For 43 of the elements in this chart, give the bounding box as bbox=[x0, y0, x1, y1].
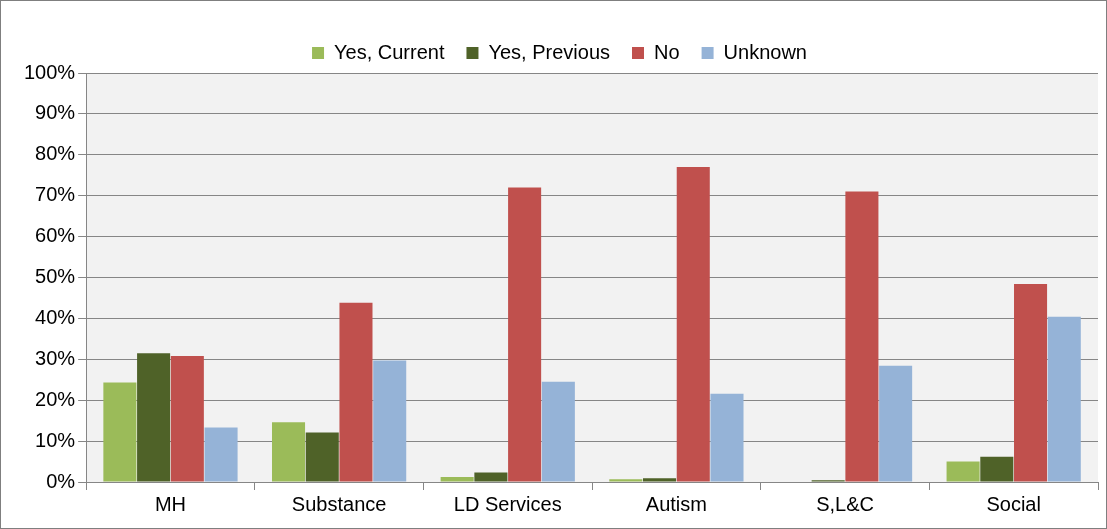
bar bbox=[676, 167, 710, 482]
y-tick-label: 60% bbox=[35, 224, 76, 247]
bar bbox=[609, 479, 643, 482]
bar bbox=[1014, 284, 1048, 482]
bar bbox=[1047, 316, 1081, 482]
bar bbox=[508, 187, 542, 482]
bar bbox=[339, 302, 373, 482]
y-tick-label: 30% bbox=[35, 346, 76, 369]
bar bbox=[103, 382, 137, 482]
bar bbox=[541, 381, 575, 482]
legend-label: Yes, Previous bbox=[488, 40, 611, 63]
legend-label: Unknown bbox=[723, 40, 807, 63]
bar bbox=[474, 472, 508, 482]
bar bbox=[137, 353, 171, 482]
y-tick-label: 90% bbox=[35, 101, 76, 124]
bar bbox=[440, 477, 474, 482]
y-tick-label: 100% bbox=[24, 60, 76, 83]
x-tick-label: S,L&C bbox=[816, 492, 874, 515]
x-tick-label: Autism bbox=[645, 492, 707, 515]
bar bbox=[879, 365, 913, 482]
y-tick-label: 20% bbox=[35, 387, 76, 410]
y-tick-label: 50% bbox=[35, 265, 76, 288]
bar bbox=[643, 478, 677, 482]
x-tick-label: Social bbox=[986, 492, 1041, 515]
bar bbox=[980, 456, 1014, 482]
bar bbox=[272, 422, 306, 482]
y-tick-label: 40% bbox=[35, 305, 76, 328]
bar bbox=[204, 427, 238, 482]
y-tick-label: 70% bbox=[35, 183, 76, 206]
y-tick-label: 10% bbox=[35, 428, 76, 451]
bar bbox=[710, 393, 744, 482]
bar bbox=[845, 191, 879, 482]
x-tick-label: MH bbox=[154, 492, 187, 515]
x-tick-label: LD Services bbox=[453, 492, 562, 515]
y-tick-label: 0% bbox=[46, 469, 76, 492]
legend-label: No bbox=[654, 40, 680, 63]
bar bbox=[305, 432, 339, 482]
bar bbox=[170, 356, 204, 482]
bar bbox=[373, 360, 407, 482]
bar bbox=[946, 461, 980, 482]
x-tick-label: Substance bbox=[291, 492, 387, 515]
legend-label: Yes, Current bbox=[334, 40, 445, 63]
y-tick-label: 80% bbox=[35, 142, 76, 165]
